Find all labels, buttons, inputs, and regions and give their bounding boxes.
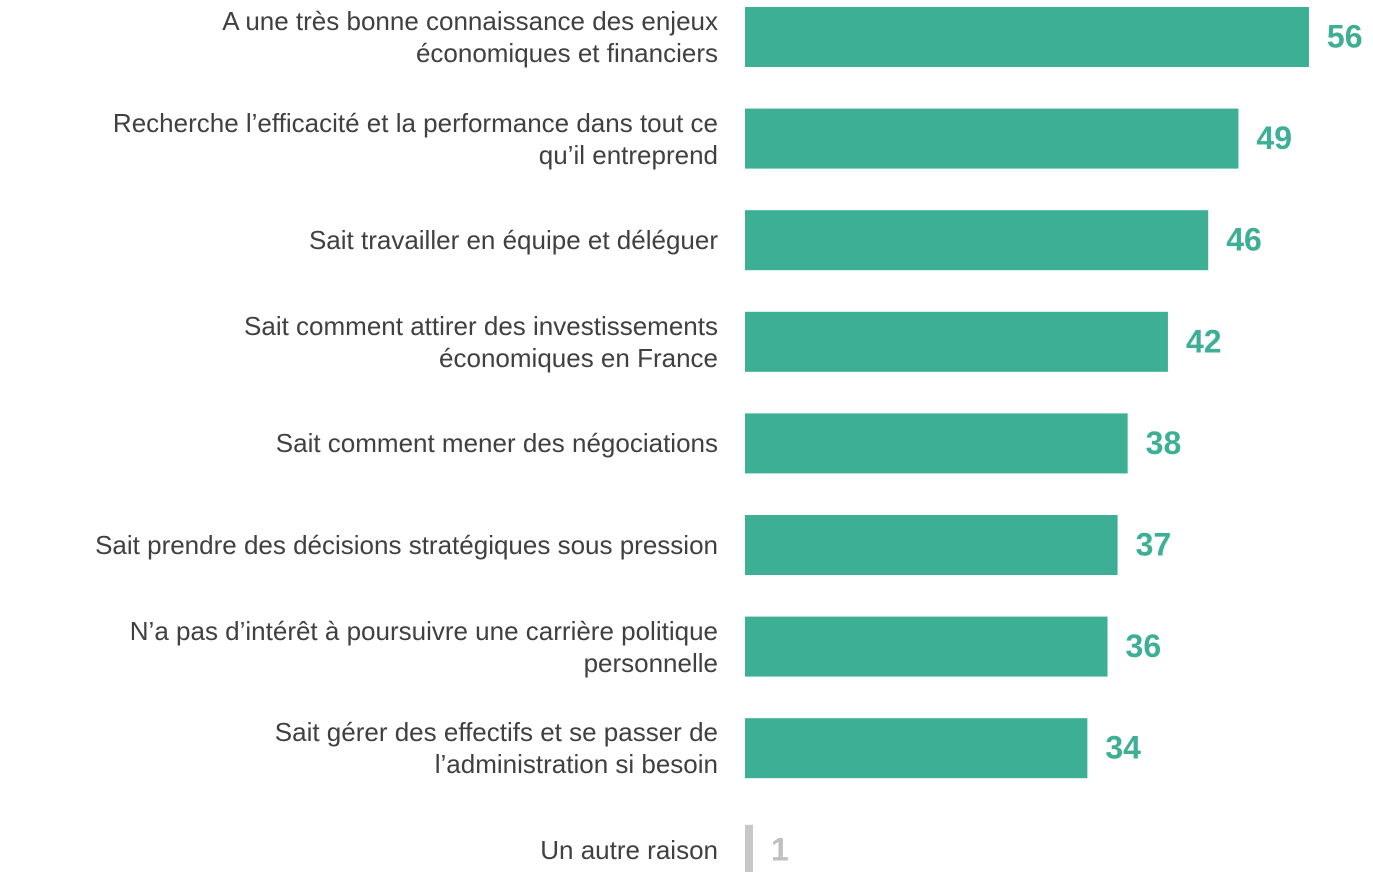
category-label: Sait travailler en équipe et déléguer <box>308 225 718 256</box>
value-label: 56 <box>1327 18 1363 54</box>
value-label: 42 <box>1186 323 1222 359</box>
category-label: Sait comment attirer des investissements… <box>244 310 718 373</box>
category-label: Recherche l’efficacité et la performance… <box>112 107 718 170</box>
bar <box>745 7 1309 67</box>
bar <box>745 824 753 872</box>
value-label: 37 <box>1136 526 1172 562</box>
category-label: Un autre raison <box>540 834 718 865</box>
category-label: A une très bonne connaissance des enjeux… <box>222 6 718 68</box>
value-label: 36 <box>1126 628 1162 664</box>
bar <box>745 311 1168 372</box>
value-label: 34 <box>1105 730 1141 766</box>
category-label: Sait gérer des effectifs et se passer de… <box>274 717 718 780</box>
value-label: 1 <box>771 831 789 867</box>
bar <box>745 108 1239 169</box>
category-label: Sait prendre des décisions stratégiques … <box>95 530 718 560</box>
value-label: 38 <box>1146 425 1182 461</box>
bar <box>745 413 1128 474</box>
bar <box>745 718 1088 779</box>
bar <box>745 616 1108 677</box>
category-label: N’a pas d’intérêt à poursuivre une carri… <box>129 615 718 678</box>
category-label: Sait comment mener des négociations <box>275 428 718 459</box>
value-label: 49 <box>1256 120 1292 156</box>
bar <box>745 515 1118 575</box>
value-label: 46 <box>1226 222 1262 258</box>
bar <box>745 210 1209 271</box>
